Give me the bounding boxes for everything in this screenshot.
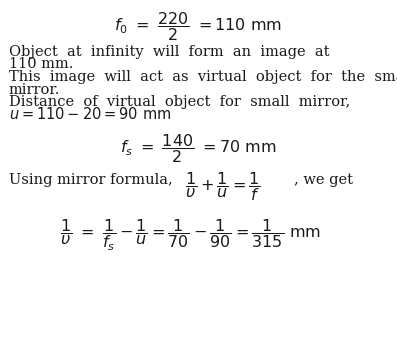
Text: Object  at  infinity  will  form  an  image  at: Object at infinity will form an image at [9,45,329,58]
Text: $u = 110 - 20 = 90 \ \mathrm{mm}$: $u = 110 - 20 = 90 \ \mathrm{mm}$ [9,106,171,122]
Text: $\dfrac{1}{\upsilon}+\dfrac{1}{u}=\dfrac{1}{f}$: $\dfrac{1}{\upsilon}+\dfrac{1}{u}=\dfrac… [185,170,260,203]
Text: $f_0 \ = \ \dfrac{220}{2} \ = 110 \ \mathrm{mm}$: $f_0 \ = \ \dfrac{220}{2} \ = 110 \ \mat… [114,10,283,43]
Text: , we get: , we get [294,173,353,187]
Text: Distance  of  virtual  object  for  small  mirror,: Distance of virtual object for small mir… [9,95,350,109]
Text: $f_s \ = \ \dfrac{140}{2} \ = 70 \ \mathrm{mm}$: $f_s \ = \ \dfrac{140}{2} \ = 70 \ \math… [120,132,277,166]
Text: 110 mm.: 110 mm. [9,57,73,71]
Text: $\dfrac{1}{\upsilon} \ = \ \dfrac{1}{f_s}-\dfrac{1}{u}=\dfrac{1}{70}-\dfrac{1}{9: $\dfrac{1}{\upsilon} \ = \ \dfrac{1}{f_s… [60,217,321,253]
Text: mirror.: mirror. [9,83,60,97]
Text: This  image  will  act  as  virtual  object  for  the  smaller: This image will act as virtual object fo… [9,70,397,84]
Text: Using mirror formula,: Using mirror formula, [9,173,172,187]
